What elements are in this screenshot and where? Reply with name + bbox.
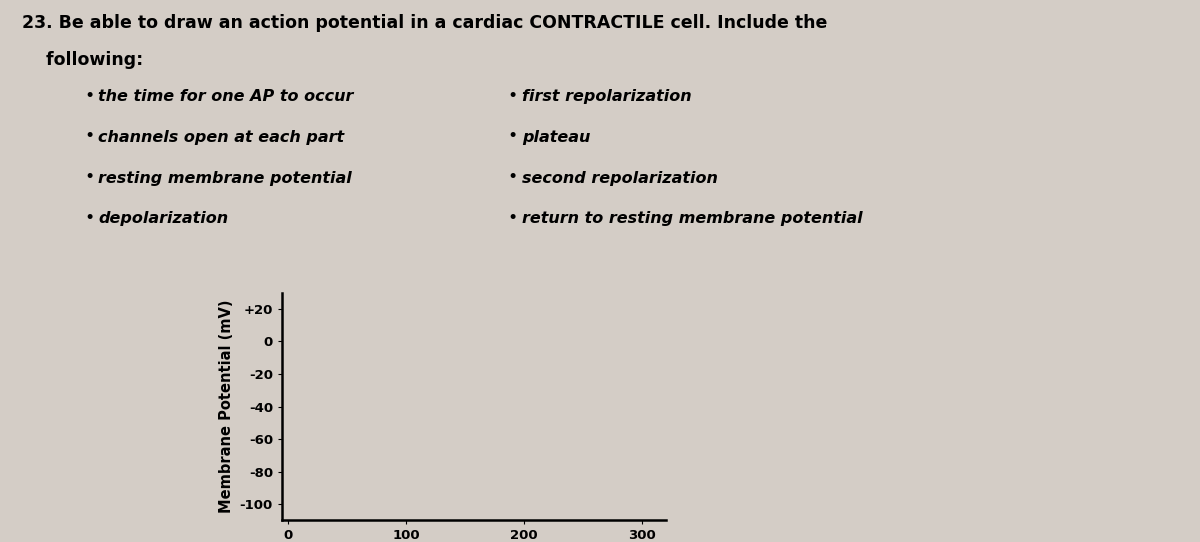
Text: •: • [84,209,95,227]
Text: •: • [84,168,95,186]
Text: second repolarization: second repolarization [522,171,718,186]
Text: resting membrane potential: resting membrane potential [98,171,352,186]
Text: channels open at each part: channels open at each part [98,130,344,145]
Text: following:: following: [22,51,143,69]
Text: depolarization: depolarization [98,211,228,227]
Text: •: • [84,87,95,105]
Text: •: • [508,209,518,227]
Text: •: • [508,168,518,186]
Text: •: • [508,127,518,145]
Text: return to resting membrane potential: return to resting membrane potential [522,211,863,227]
Text: the time for one AP to occur: the time for one AP to occur [98,89,354,105]
Text: plateau: plateau [522,130,590,145]
Text: 23. Be able to draw an action potential in a cardiac CONTRACTILE cell. Include t: 23. Be able to draw an action potential … [22,14,827,31]
Text: •: • [508,87,518,105]
Text: first repolarization: first repolarization [522,89,691,105]
Y-axis label: Membrane Potential (mV): Membrane Potential (mV) [220,300,234,513]
Text: •: • [84,127,95,145]
